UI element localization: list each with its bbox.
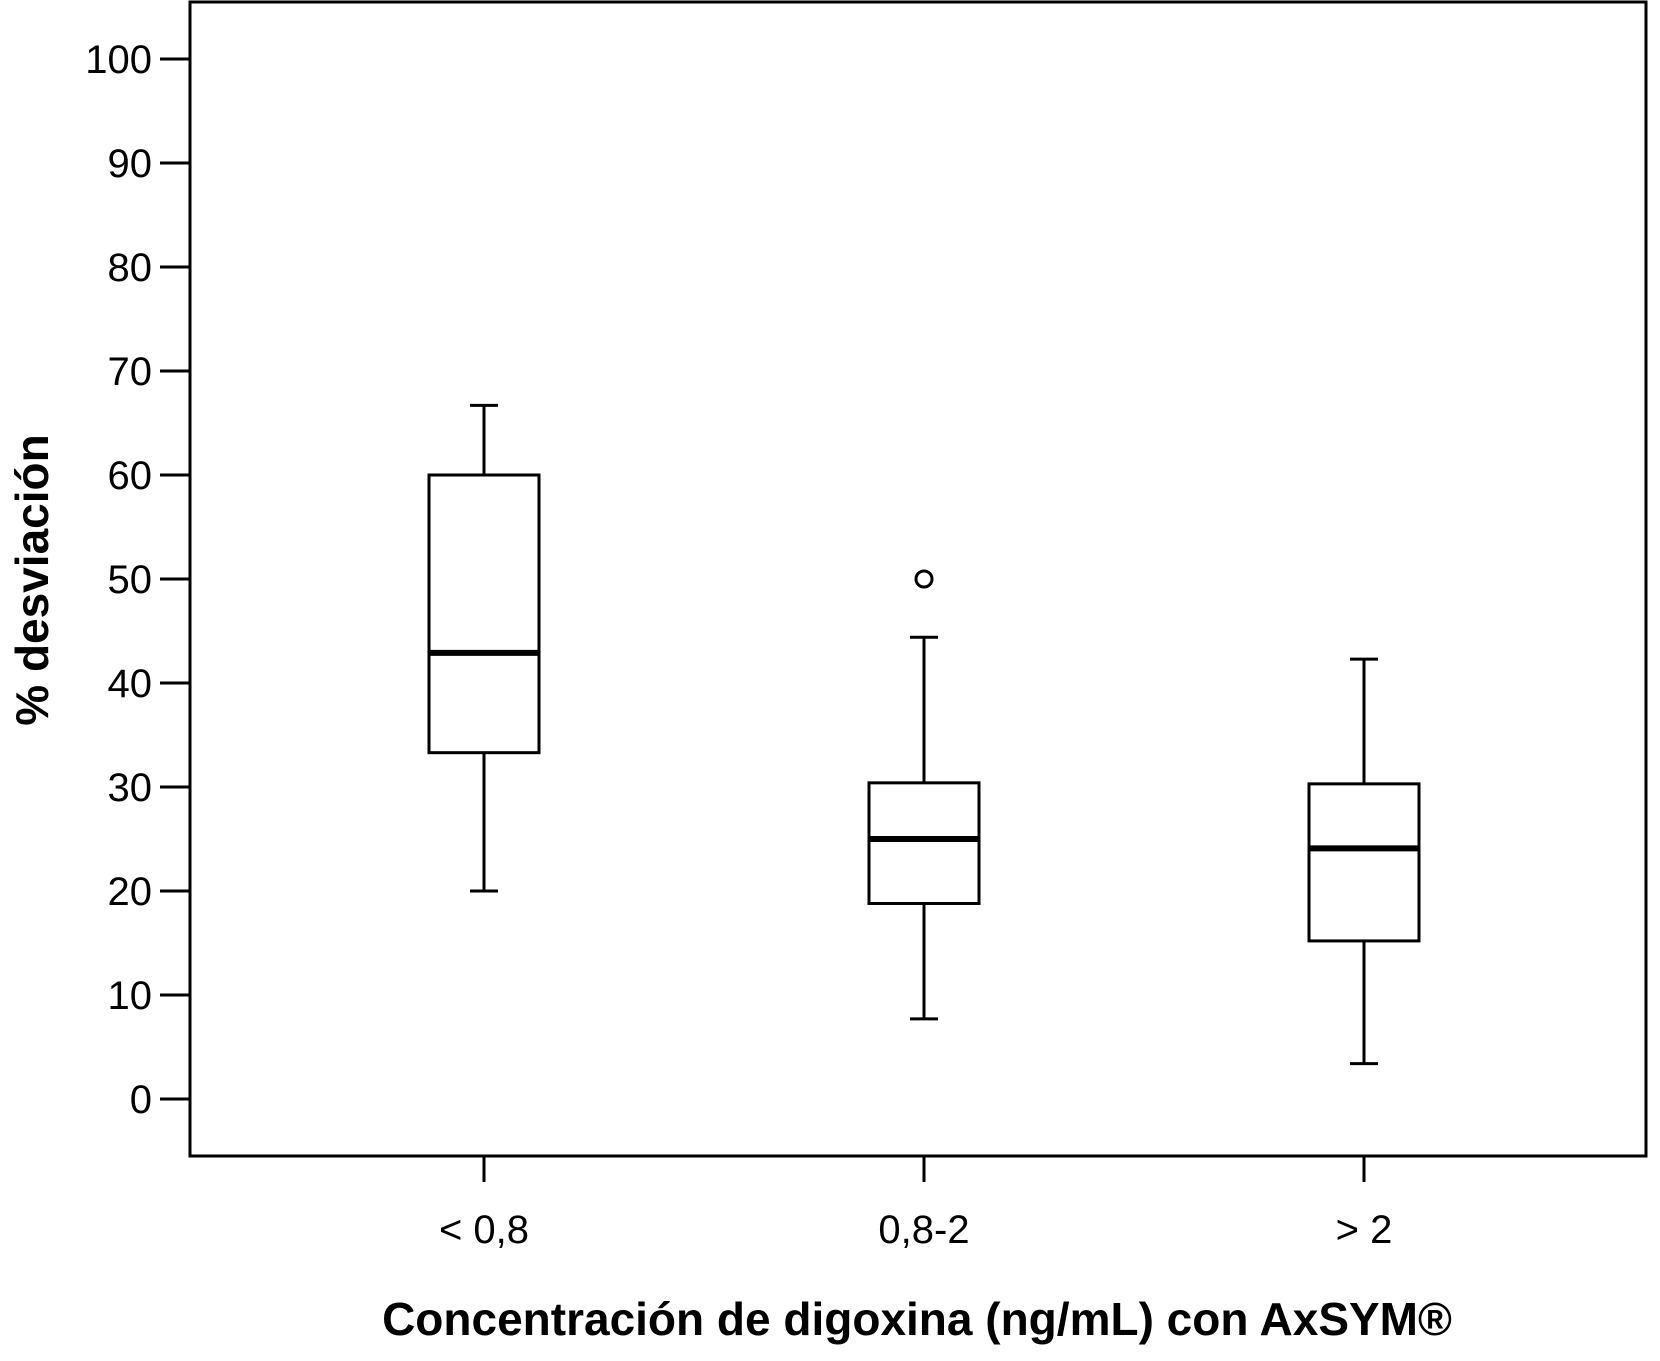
y-tick-label: 10: [108, 974, 153, 1018]
box-group: [427, 403, 541, 893]
y-tick-label: 50: [108, 558, 153, 602]
x-axis: < 0,8 0,8-2 > 2: [439, 1156, 1392, 1252]
y-tick-label: 20: [108, 870, 153, 914]
x-axis-title: Concentración de digoxina (ng/mL) con Ax…: [382, 1293, 1452, 1345]
box-group: [867, 569, 981, 1021]
box-iqr: [427, 473, 541, 755]
y-tick-label: 80: [108, 246, 153, 290]
y-axis-title: % desviación: [6, 434, 58, 725]
y-tick-label: 40: [108, 662, 153, 706]
x-tick-label: > 2: [1336, 1208, 1393, 1252]
x-tick-label: 0,8-2: [878, 1208, 969, 1252]
x-tick-label: < 0,8: [439, 1208, 529, 1252]
y-tick-label: 100: [85, 38, 152, 82]
y-tick-label: 30: [108, 766, 153, 810]
y-tick-label: 0: [130, 1078, 152, 1122]
y-tick-label: 70: [108, 350, 153, 394]
box-iqr: [867, 781, 981, 905]
outlier-point: [914, 569, 934, 589]
box-series: [427, 403, 1421, 1066]
y-tick-label: 90: [108, 142, 153, 186]
y-tick-label: 60: [108, 454, 153, 498]
box-group: [1307, 657, 1421, 1066]
box-iqr: [1307, 782, 1421, 943]
y-axis: 0 10 20 30 40 50 60 70 80 90 100: [85, 38, 190, 1122]
